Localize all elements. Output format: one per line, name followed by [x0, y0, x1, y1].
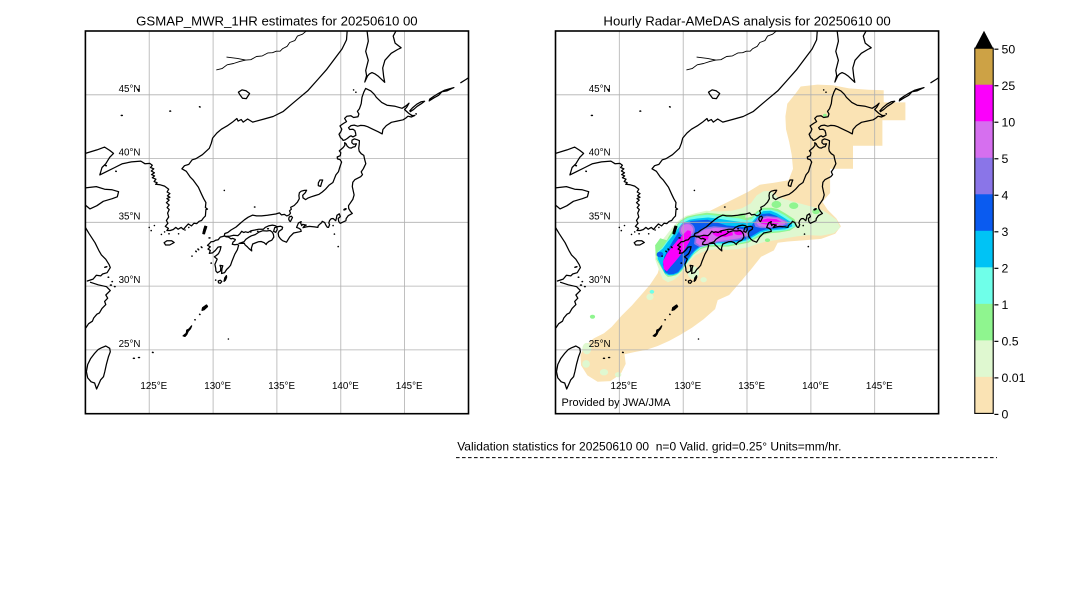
svg-text:2: 2 — [1002, 262, 1009, 276]
svg-text:5: 5 — [1002, 152, 1009, 166]
svg-text:4: 4 — [1002, 189, 1009, 203]
svg-text:Hourly Radar-AMeDAS analysis f: Hourly Radar-AMeDAS analysis for 2025061… — [603, 14, 890, 29]
svg-text:10: 10 — [1002, 116, 1016, 130]
svg-text:Provided by JWA/JMA: Provided by JWA/JMA — [562, 397, 672, 409]
svg-text:50: 50 — [1002, 43, 1016, 57]
svg-text:25: 25 — [1002, 79, 1016, 93]
svg-text:0.5: 0.5 — [1002, 335, 1019, 349]
svg-text:0: 0 — [1002, 408, 1009, 422]
svg-text:0.01: 0.01 — [1002, 371, 1026, 385]
svg-text:3: 3 — [1002, 225, 1009, 239]
svg-text:GSMAP_MWR_1HR estimates for 20: GSMAP_MWR_1HR estimates for 20250610 00 — [136, 14, 417, 29]
svg-text:1: 1 — [1002, 298, 1009, 312]
svg-text:Validation statistics for 2025: Validation statistics for 20250610 00 n=… — [457, 440, 841, 454]
